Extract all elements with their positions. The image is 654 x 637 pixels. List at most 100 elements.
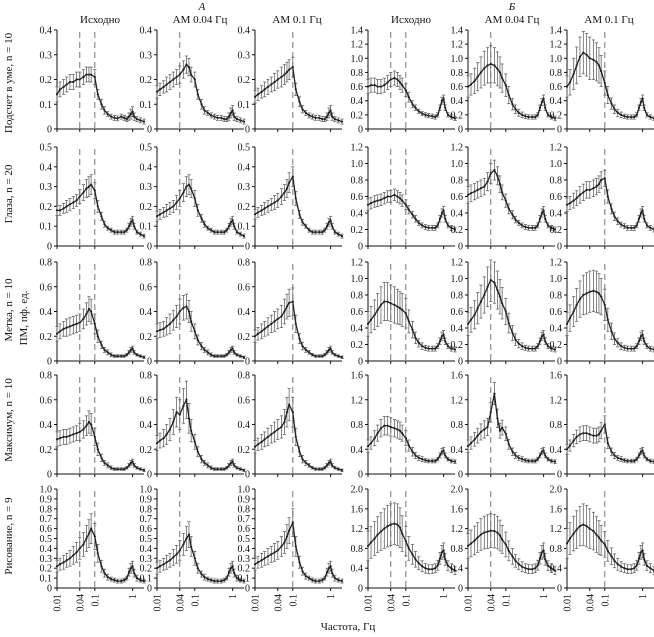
- data-point: [213, 467, 216, 471]
- data-point: [450, 226, 453, 229]
- data-point: [489, 529, 492, 532]
- data-point: [630, 115, 633, 119]
- data-point: [325, 464, 329, 467]
- data-point: [588, 527, 591, 530]
- data-point: [110, 577, 113, 581]
- data-point: [168, 80, 172, 84]
- panel-r4-c4: 0 0.4 0.8 1.2 1.6 2.0 0.01 0.04 0.1 1: [451, 485, 557, 612]
- data-point: [190, 429, 193, 432]
- y-tick-label: 2.0: [451, 485, 464, 496]
- data-point: [414, 217, 417, 220]
- data-point: [263, 88, 266, 91]
- data-point: [540, 335, 543, 338]
- data-point: [78, 321, 81, 324]
- data-point: [323, 577, 326, 580]
- data-point: [479, 187, 483, 190]
- y-tick-label: 1.6: [550, 371, 563, 382]
- data-point: [190, 73, 193, 76]
- data-point: [239, 354, 242, 358]
- x-tick-label: 0.01: [464, 594, 475, 612]
- data-point: [206, 111, 209, 115]
- data-point: [431, 459, 434, 463]
- data-point: [473, 438, 476, 441]
- data-point: [196, 338, 199, 342]
- data-point: [185, 398, 188, 401]
- data-point: [597, 536, 601, 539]
- data-point: [233, 572, 236, 575]
- data-point: [256, 93, 260, 96]
- data-point: [649, 347, 652, 350]
- y-tick-label: 0.5: [238, 143, 251, 154]
- data-point: [600, 539, 603, 542]
- data-point: [504, 543, 507, 546]
- data-point: [446, 224, 450, 227]
- data-point: [514, 559, 517, 562]
- x-tick-label: 0.1: [288, 594, 299, 607]
- data-point: [263, 557, 266, 560]
- data-point: [431, 347, 434, 350]
- panel-r4-c5: 0 0.4 0.8 1.2 1.6 2.0 0.01 0.04 0.1 1: [550, 485, 654, 612]
- data-point: [427, 459, 430, 463]
- data-point: [120, 354, 123, 358]
- data-point: [489, 279, 492, 282]
- data-point: [641, 549, 644, 552]
- y-tick-label: 0.9: [238, 494, 251, 505]
- data-point: [436, 564, 439, 567]
- data-point: [127, 115, 131, 118]
- y-tick-label: 0.8: [351, 176, 364, 187]
- data-point: [155, 441, 159, 445]
- y-tick-label: 1.2: [351, 524, 364, 535]
- data-point: [93, 322, 96, 325]
- y-tick-label: 0: [245, 125, 250, 136]
- data-point: [142, 469, 146, 472]
- panel-r2-c2: 0 0.2 0.4 0.6 0.8: [238, 258, 344, 368]
- data-point: [314, 579, 317, 583]
- data-point: [524, 115, 527, 118]
- data-point: [172, 319, 175, 322]
- y-tick-label: 0: [147, 357, 152, 368]
- data-point: [239, 233, 242, 236]
- data-point: [196, 209, 199, 212]
- data-point: [396, 523, 399, 526]
- y-tick-label: 0.2: [40, 445, 53, 456]
- data-point: [110, 229, 113, 232]
- y-tick-label: 0.6: [451, 307, 464, 318]
- data-point: [127, 464, 131, 467]
- y-tick-label: 0: [557, 470, 562, 481]
- data-point: [514, 454, 517, 457]
- y-tick-label: 0.1: [40, 100, 53, 111]
- data-point: [87, 185, 91, 188]
- data-point: [233, 115, 236, 118]
- data-point: [291, 411, 294, 414]
- data-point: [386, 300, 389, 303]
- y-tick-label: 0: [47, 242, 52, 253]
- data-point: [379, 427, 383, 430]
- data-point: [162, 85, 165, 89]
- data-point: [401, 199, 404, 202]
- data-point: [285, 305, 289, 308]
- data-point: [469, 542, 473, 545]
- y-tick-label: 1.2: [351, 143, 364, 154]
- data-point: [125, 229, 128, 232]
- y-tick-label: 0.4: [238, 162, 251, 173]
- data-point: [276, 78, 279, 81]
- y-tick-label: 0.6: [238, 282, 251, 293]
- data-point: [386, 525, 389, 528]
- data-point: [389, 78, 392, 81]
- data-point: [229, 461, 232, 464]
- data-point: [438, 217, 442, 220]
- data-point: [62, 561, 65, 564]
- data-point: [635, 113, 638, 116]
- y-tick-label: 0.1: [238, 574, 251, 585]
- y-tick-label: 0: [358, 125, 363, 136]
- x-tick-label: 0.1: [501, 594, 512, 607]
- data-point: [235, 353, 239, 356]
- panel-r1-c2: 0 0.1 0.2 0.3 0.4 0.5: [238, 143, 344, 253]
- data-point: [434, 459, 437, 463]
- data-point: [329, 347, 332, 350]
- y-tick-label: 1.2: [451, 143, 464, 154]
- data-point: [404, 539, 407, 543]
- data-point: [630, 347, 633, 350]
- data-point: [553, 117, 557, 120]
- data-point: [135, 231, 139, 234]
